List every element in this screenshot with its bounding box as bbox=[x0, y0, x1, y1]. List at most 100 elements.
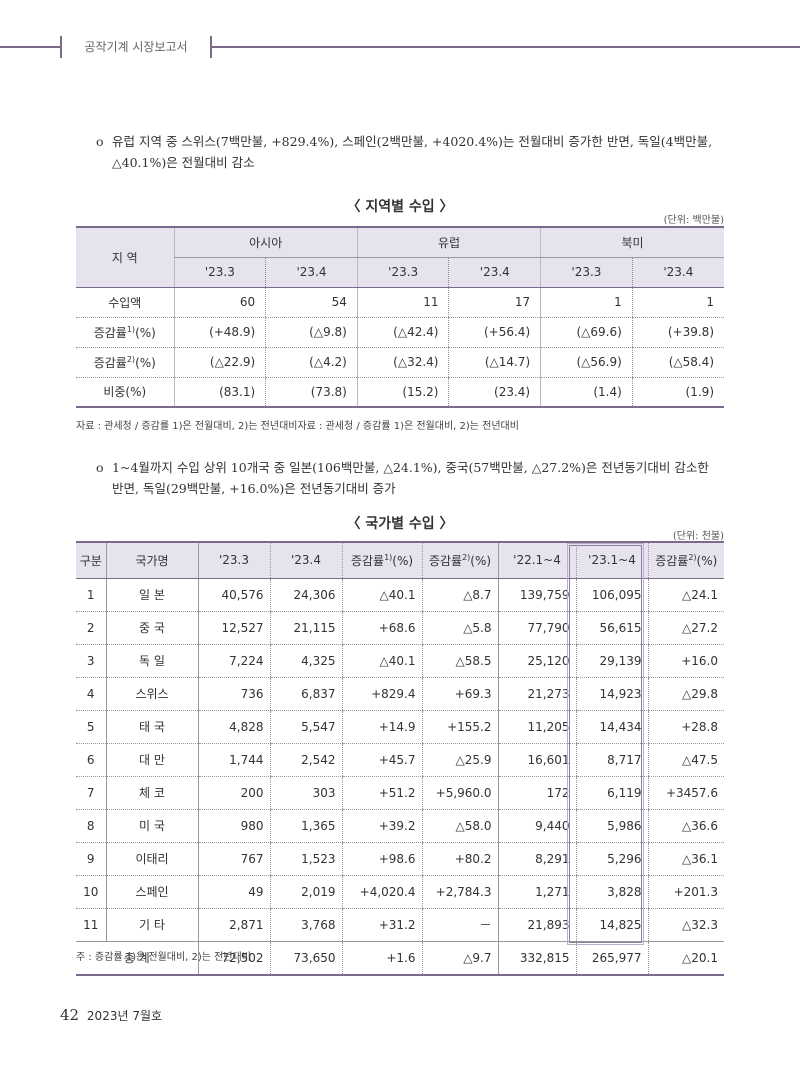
country-cell-ytd23: 14,434 bbox=[575, 710, 648, 744]
country-cell-m3: 200 bbox=[197, 776, 270, 810]
region-import-table: 지 역 아시아 유럽 북미 '23.3 '23.4 '23.3 '23.4 '2… bbox=[76, 226, 724, 408]
country-cell-chg2: +155.2 bbox=[421, 710, 498, 744]
row-label: 비중(%) bbox=[76, 377, 175, 408]
header-chg-sup: 1) bbox=[384, 552, 393, 562]
country-cell-ytd23: 3,828 bbox=[575, 875, 648, 909]
country-cell-chg1: +98.6 bbox=[341, 842, 422, 876]
country-import-table: 구분 국가명 '23.3 '23.4 증감률1)(%) 증감률2)(%) '22… bbox=[76, 541, 724, 976]
header-ytd23: '23.1~4 bbox=[575, 542, 648, 579]
total-cell: 332,815 bbox=[497, 940, 576, 976]
country-cell-country: 일 본 bbox=[105, 578, 198, 612]
country-row: 11 기 타 2,871 3,768 +31.2 － 21,893 14,825 △32.3 bbox=[76, 908, 724, 942]
country-cell-chg2: △5.8 bbox=[421, 611, 498, 645]
country-cell-rank: 2 bbox=[76, 611, 106, 645]
country-cell-chg3: △32.3 bbox=[647, 908, 724, 942]
country-cell-m4: 2,542 bbox=[269, 743, 342, 777]
bullet-mark: o bbox=[96, 460, 104, 475]
row-label-text: 증감률 bbox=[93, 355, 127, 370]
country-table-title: 〈 국가별 수입 〉 bbox=[346, 516, 454, 532]
header-chg-label: 증감률 bbox=[428, 553, 463, 568]
country-cell-m4: 24,306 bbox=[269, 578, 342, 612]
region-cell: (+48.9) bbox=[173, 317, 266, 348]
region-cell: 1 bbox=[540, 287, 633, 318]
header-m4: '23.4 bbox=[269, 542, 342, 579]
country-cell-rank: 6 bbox=[76, 743, 106, 777]
country-cell-rank: 5 bbox=[76, 710, 106, 744]
region-row: 비중(%) (83.1) (73.8) (15.2) (23.4) (1.4) (1.9) bbox=[76, 377, 724, 408]
country-cell-chg2: +2,784.3 bbox=[421, 875, 498, 909]
country-cell-country: 스페인 bbox=[105, 875, 198, 909]
country-cell-chg2: △58.0 bbox=[421, 809, 498, 843]
country-cell-chg1: +829.4 bbox=[341, 677, 422, 711]
country-cell-chg3: △36.1 bbox=[647, 842, 724, 876]
row-label-text: 증감률 bbox=[93, 325, 127, 340]
country-row: 10 스페인 49 2,019 +4,020.4 +2,784.3 1,271 3,828 +2… bbox=[76, 875, 724, 909]
country-cell-country: 체 코 bbox=[105, 776, 198, 810]
total-cell: 265,977 bbox=[575, 940, 648, 976]
total-cell: +1.6 bbox=[341, 940, 422, 976]
country-cell-ytd23: 56,615 bbox=[575, 611, 648, 645]
region-cell: 1 bbox=[631, 287, 724, 318]
region-row: 수입액 60 54 11 17 1 1 bbox=[76, 287, 724, 318]
country-row: 4 스위스 736 6,837 +829.4 +69.3 21,273 14,923 △29.8 bbox=[76, 677, 724, 711]
header-chg-sup: 2) bbox=[462, 552, 471, 562]
country-cell-rank: 10 bbox=[76, 875, 106, 909]
country-cell-chg3: △24.1 bbox=[647, 578, 724, 612]
country-cell-chg3: △47.5 bbox=[647, 743, 724, 777]
country-cell-m3: 7,224 bbox=[197, 644, 270, 678]
country-cell-rank: 3 bbox=[76, 644, 106, 678]
region-row: 증감률1)(%) (+48.9) (△9.8) (△42.4) (+56.4) (△69.… bbox=[76, 317, 724, 348]
country-cell-m3: 767 bbox=[197, 842, 270, 876]
country-cell-chg1: △40.1 bbox=[341, 644, 422, 678]
country-cell-country: 중 국 bbox=[105, 611, 198, 645]
country-cell-ytd22: 21,273 bbox=[497, 677, 576, 711]
region-cell: (15.2) bbox=[356, 377, 449, 408]
country-cell-country: 이태리 bbox=[105, 842, 198, 876]
header-chg-label: 증감률 bbox=[655, 553, 689, 568]
group-header-europe: 유럽 bbox=[356, 227, 541, 258]
region-cell: 54 bbox=[265, 287, 358, 318]
country-cell-ytd23: 8,717 bbox=[575, 743, 648, 777]
country-cell-chg2: +80.2 bbox=[421, 842, 498, 876]
period-header: '23.4 bbox=[631, 257, 724, 288]
country-cell-m4: 4,325 bbox=[269, 644, 342, 678]
region-cell: (+56.4) bbox=[448, 317, 541, 348]
country-cell-m4: 303 bbox=[269, 776, 342, 810]
total-row: 총 계 72,502 73,650 +1.6 △9.7 332,815 265,… bbox=[76, 940, 724, 976]
header-chg-suffix: (%) bbox=[696, 553, 718, 568]
header-chg-sup: 2) bbox=[688, 552, 697, 562]
row-label-sup: 2) bbox=[126, 354, 136, 364]
country-cell-ytd22: 1,271 bbox=[497, 875, 576, 909]
region-cell: (1.4) bbox=[540, 377, 633, 408]
country-cell-country: 독 일 bbox=[105, 644, 198, 678]
country-cell-rank: 4 bbox=[76, 677, 106, 711]
country-cell-rank: 8 bbox=[76, 809, 106, 843]
region-cell: (△22.9) bbox=[173, 347, 266, 378]
country-cell-chg2: +69.3 bbox=[421, 677, 498, 711]
country-cell-chg1: △40.1 bbox=[341, 578, 422, 612]
group-header-asia: 아시아 bbox=[173, 227, 358, 258]
country-cell-chg1: +31.2 bbox=[341, 908, 422, 942]
region-cell: (+39.8) bbox=[631, 317, 724, 348]
country-cell-rank: 9 bbox=[76, 842, 106, 876]
header-chg-suffix: (%) bbox=[392, 553, 414, 568]
running-header: 공작기계 시장보고서 bbox=[60, 36, 212, 58]
country-cell-m4: 2,019 bbox=[269, 875, 342, 909]
country-cell-m4: 21,115 bbox=[269, 611, 342, 645]
country-table-unit: (단위: 천불) bbox=[672, 531, 724, 542]
row-label: 증감률1)(%) bbox=[76, 317, 175, 348]
bullet-mark: o bbox=[96, 134, 104, 149]
group-header-north-america: 북미 bbox=[540, 227, 724, 258]
row-label-suffix: (%) bbox=[135, 355, 156, 370]
country-cell-ytd22: 11,205 bbox=[497, 710, 576, 744]
country-cell-ytd23: 6,119 bbox=[575, 776, 648, 810]
bullet-text: 유럽 지역 중 스위스(7백만불, +829.4%), 스페인(2백만불, +4… bbox=[112, 134, 713, 170]
country-cell-ytd23: 5,296 bbox=[575, 842, 648, 876]
row-label-text: 수입액 bbox=[108, 295, 142, 310]
country-cell-chg1: +4,020.4 bbox=[341, 875, 422, 909]
region-cell: (△14.7) bbox=[448, 347, 541, 378]
country-cell-m4: 5,547 bbox=[269, 710, 342, 744]
